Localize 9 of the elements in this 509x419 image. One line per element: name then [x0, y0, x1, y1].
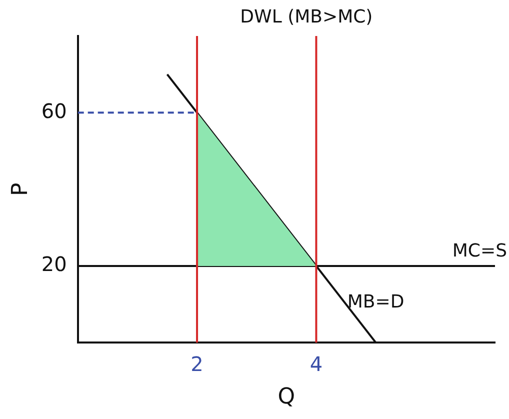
text: DWL (MB>MC)	[240, 6, 373, 28]
x-axis-title: Q	[278, 384, 296, 410]
series-label: MC=S	[452, 240, 508, 262]
y-axis-title: P	[8, 182, 33, 196]
x-tick-label: 2	[190, 352, 204, 376]
y-tick-label: 20	[41, 252, 67, 276]
y-tick-label: 60	[41, 98, 67, 123]
series-label: MB=D	[347, 291, 404, 312]
x-tick-label: 4	[310, 352, 323, 376]
